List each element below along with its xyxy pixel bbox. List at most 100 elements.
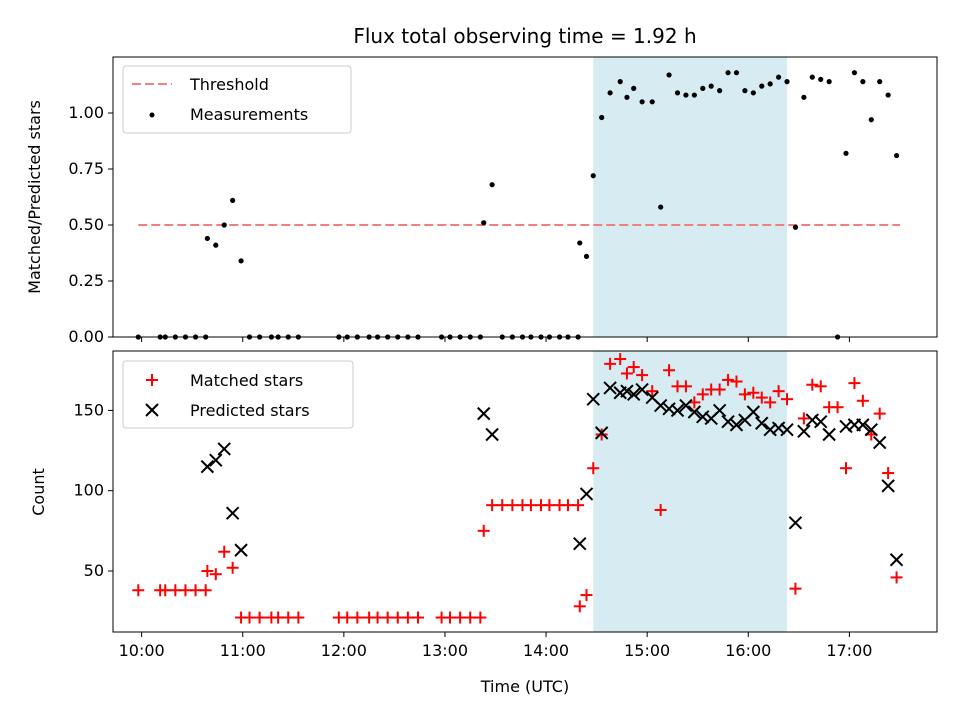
measurement-point: [583, 253, 590, 259]
measurement-points: [135, 70, 900, 340]
predicted-point: [200, 459, 215, 474]
predicted-point: [594, 426, 609, 440]
bottom-ylabel: Count: [29, 468, 48, 516]
matched-point: [282, 611, 295, 624]
measurement-point: [607, 90, 613, 96]
predicted-point: [805, 413, 820, 427]
y-tick-label: 100: [73, 481, 104, 500]
matched-point: [856, 394, 869, 407]
predicted-point: [864, 422, 878, 437]
matched-point: [454, 611, 467, 624]
matched-point: [738, 388, 751, 401]
x-tick-label: 10:00: [119, 641, 165, 660]
predicted-point: [788, 516, 803, 530]
measurement-point: [590, 173, 596, 179]
measurement-point: [893, 152, 900, 159]
y-tick-label: 150: [73, 400, 104, 419]
measurement-point: [238, 258, 244, 264]
predicted-point: [687, 405, 702, 419]
predicted-point: [653, 398, 668, 413]
measurement-point: [818, 76, 824, 82]
measurement-point: [776, 74, 782, 80]
measurement-point: [624, 94, 630, 100]
predicted-point: [603, 381, 617, 395]
matched-point: [806, 378, 819, 391]
measurement-point: [649, 99, 655, 105]
x-tick-label: 16:00: [725, 641, 771, 660]
top-frame: [112, 56, 938, 338]
y-tick-label: 1.00: [68, 103, 104, 122]
measurement-point: [631, 85, 637, 91]
matched-point: [391, 611, 404, 624]
legend-measurement-swatch: [149, 112, 155, 118]
matched-point: [199, 584, 212, 597]
measurement-point: [792, 224, 799, 230]
measurement-point: [767, 81, 773, 87]
top-legend: Threshold Measurements: [122, 65, 352, 134]
predicted-point: [873, 435, 887, 450]
x-tick-label: 15:00: [624, 641, 670, 660]
measurement-point: [708, 83, 714, 89]
predicted-point: [822, 427, 836, 442]
matched-point: [696, 388, 709, 401]
top-ylabel: Matched/Predicted stars: [25, 100, 44, 294]
measurement-point: [784, 79, 790, 85]
matched-point: [663, 364, 676, 377]
matched-point: [201, 564, 214, 577]
matched-point: [189, 584, 202, 597]
y-tick-label: 0.25: [68, 271, 104, 290]
matched-point: [580, 589, 593, 602]
matched-point: [411, 611, 424, 624]
matched-point: [604, 357, 617, 370]
predicted-point: [729, 418, 744, 432]
y-tick-label: 50: [84, 561, 104, 580]
matched-point: [614, 353, 627, 366]
matched-point: [873, 407, 886, 420]
matched-point: [572, 499, 585, 512]
measurement-point: [577, 240, 583, 246]
top-legend-box: [122, 65, 352, 134]
measurement-point: [691, 92, 697, 98]
measurement-point: [481, 220, 487, 226]
measurement-point: [725, 70, 731, 76]
predicted-point: [755, 416, 769, 430]
top-x-axis: [141, 337, 850, 342]
x-tick-label: 17:00: [826, 641, 872, 660]
predicted-point: [889, 553, 904, 567]
legend-measurement-label: Measurements: [190, 105, 308, 124]
measurement-point: [666, 72, 672, 78]
bottom-legend-box: [122, 360, 354, 429]
measurement-point: [759, 83, 765, 89]
predicted-point: [217, 442, 231, 456]
chart-title: Flux total observing time = 1.92 h: [353, 24, 696, 48]
predicted-point: [839, 419, 853, 434]
predicted-point: [626, 387, 641, 402]
matched-point: [730, 375, 743, 388]
measurement-point: [204, 235, 210, 242]
matched-point: [890, 571, 903, 584]
legend-matched-label: Matched stars: [190, 371, 303, 390]
predicted-point: [856, 418, 870, 432]
y-tick-label: 0.00: [68, 327, 104, 346]
predicted-point: [477, 406, 491, 421]
matched-point: [764, 396, 777, 409]
predicted-point: [721, 414, 735, 429]
matched-point: [474, 611, 487, 624]
matched-point: [627, 361, 640, 374]
predicted-point: [586, 392, 600, 406]
measurement-point: [717, 88, 723, 94]
matched-point: [561, 499, 574, 512]
y-tick-label: 0.75: [68, 159, 104, 178]
matched-point: [464, 611, 477, 624]
matched-point: [444, 611, 457, 624]
matched-point: [797, 412, 810, 425]
legend-predicted-label: Predicted stars: [190, 401, 310, 420]
x-axis-label: Time (UTC): [480, 677, 569, 696]
x-tick-label: 14:00: [523, 641, 569, 660]
predicted-point: [209, 453, 223, 467]
measurement-point: [809, 74, 815, 80]
measurement-point: [742, 88, 748, 94]
matched-point: [226, 561, 239, 574]
predicted-point: [679, 398, 693, 413]
